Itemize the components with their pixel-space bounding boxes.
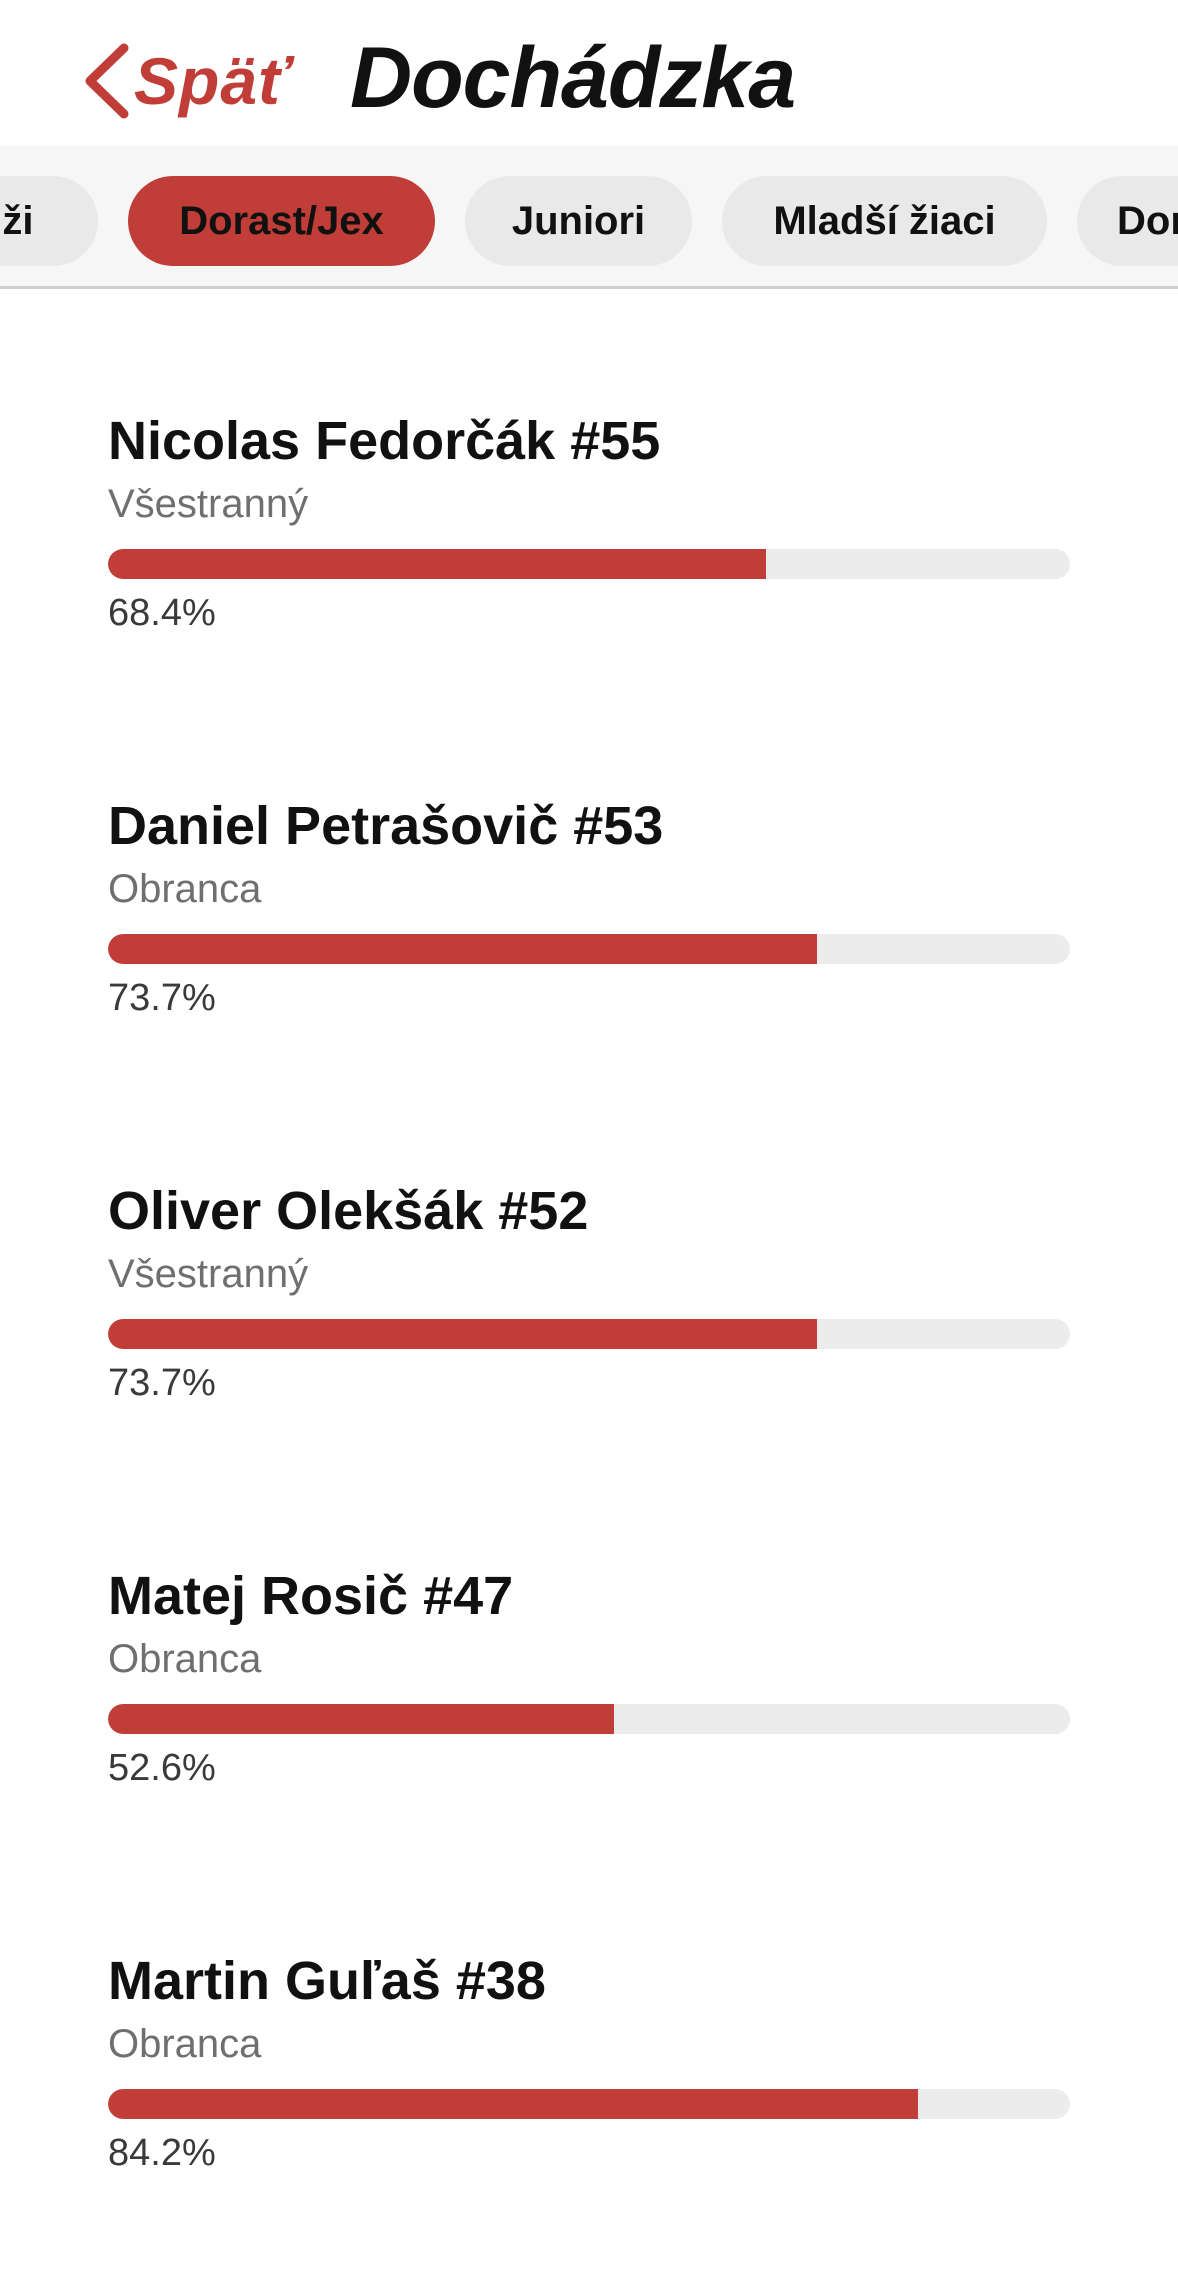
tabs-track: Muži Dorast/Jex Juniori Mladší žiaci Dor… — [0, 176, 1178, 266]
back-button[interactable]: Späť — [80, 36, 291, 126]
tab-mladsi-ziaci[interactable]: Mladší žiaci — [722, 176, 1047, 266]
player-row[interactable]: Oliver Olekšák #52 Všestranný 73.7% — [108, 1179, 1070, 1407]
attendance-bar-fill — [108, 1319, 817, 1349]
attendance-bar-fill — [108, 934, 817, 964]
tab-muzi[interactable]: Muži — [0, 176, 98, 266]
player-row[interactable]: Daniel Petrašovič #53 Obranca 73.7% — [108, 794, 1070, 1022]
back-label: Späť — [134, 44, 291, 118]
attendance-percent: 73.7% — [108, 977, 216, 1019]
player-name: Matej Rosič #47 — [108, 1566, 514, 1626]
tab-dorastenky[interactable]: Dorastenky — [1077, 176, 1178, 266]
attendance-percent: 52.6% — [108, 1747, 216, 1789]
player-name: Martin Guľaš #38 — [108, 1951, 546, 2011]
attendance-bar — [108, 2089, 1070, 2119]
player-name: Daniel Petrašovič #53 — [108, 796, 664, 856]
attendance-bar — [108, 1704, 1070, 1734]
player-position: Všestranný — [108, 1252, 309, 1296]
attendance-bar-fill — [108, 1704, 614, 1734]
attendance-bar — [108, 934, 1070, 964]
attendance-bar-fill — [108, 2089, 918, 2119]
player-position: Obranca — [108, 2022, 262, 2066]
player-row[interactable]: Martin Guľaš #38 Obranca 84.2% — [108, 1949, 1070, 2177]
player-row[interactable]: Matej Rosič #47 Obranca 52.6% — [108, 1564, 1070, 1792]
tab-juniori[interactable]: Juniori — [465, 176, 692, 266]
header: Späť Dochádzka — [0, 0, 1178, 146]
attendance-percent: 68.4% — [108, 592, 216, 634]
category-tabs: Muži Dorast/Jex Juniori Mladší žiaci Dor… — [0, 146, 1178, 289]
attendance-percent: 84.2% — [108, 2132, 216, 2174]
attendance-percent: 73.7% — [108, 1362, 216, 1404]
chevron-left-icon — [80, 42, 132, 120]
attendance-bar — [108, 1319, 1070, 1349]
player-position: Všestranný — [108, 482, 309, 526]
player-position: Obranca — [108, 1637, 262, 1681]
attendance-bar — [108, 549, 1070, 579]
player-position: Obranca — [108, 867, 262, 911]
player-row[interactable]: Nicolas Fedorčák #55 Všestranný 68.4% — [108, 409, 1070, 637]
page-title: Dochádzka — [350, 30, 796, 126]
player-name: Nicolas Fedorčák #55 — [108, 411, 661, 471]
attendance-bar-fill — [108, 549, 766, 579]
player-name: Oliver Olekšák #52 — [108, 1181, 589, 1241]
tab-dorast-jex[interactable]: Dorast/Jex — [128, 176, 435, 266]
